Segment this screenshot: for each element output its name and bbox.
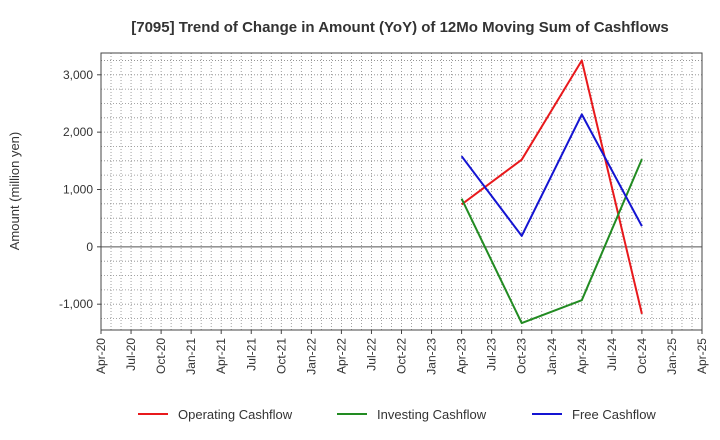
x-tick-label: Apr-20 xyxy=(94,338,108,374)
x-tick-label: Oct-22 xyxy=(395,338,409,374)
x-tick-label: Jan-24 xyxy=(545,338,559,375)
x-tick-label: Apr-23 xyxy=(455,338,469,374)
y-tick-label: 3,000 xyxy=(63,68,93,82)
x-tick-label: Jul-21 xyxy=(244,338,258,371)
x-tick-label: Jan-23 xyxy=(425,338,439,375)
x-tick-label: Apr-21 xyxy=(214,338,228,374)
x-tick-label: Jan-21 xyxy=(184,338,198,375)
x-tick-labels: Apr-20 Jul-20 Oct-20 Jan-21 Apr-21 Jul-21 Oct-… xyxy=(94,330,709,375)
y-tick-label: 0 xyxy=(86,240,93,254)
x-tick-label: Jan-25 xyxy=(665,338,679,375)
x-tick-label: Jul-23 xyxy=(485,338,499,371)
x-tick-label: Apr-24 xyxy=(575,338,589,374)
series-line-investing-cashflow xyxy=(460,158,643,325)
x-tick-label: Jul-20 xyxy=(124,338,138,371)
series-lines xyxy=(460,59,643,325)
y-axis-label: Amount (million yen) xyxy=(7,132,22,251)
x-tick-label: Oct-23 xyxy=(515,338,529,374)
y-tick-labels: -1,000 0 1,000 2,000 3,000 xyxy=(59,68,101,311)
series-line-free-cashflow xyxy=(460,113,643,237)
x-tick-label: Oct-21 xyxy=(274,338,288,374)
x-tick-label: Jan-22 xyxy=(304,338,318,375)
x-tick-label: Oct-24 xyxy=(635,338,649,374)
y-tick-label: 2,000 xyxy=(63,125,93,139)
legend-label: Operating Cashflow xyxy=(178,407,293,422)
grid-lines xyxy=(101,53,702,330)
legend-label: Investing Cashflow xyxy=(377,407,487,422)
series-line-operating-cashflow xyxy=(461,59,643,315)
legend: Operating Cashflow Investing Cashflow Free… xyxy=(138,407,656,422)
x-tick-label: Jul-22 xyxy=(364,338,378,371)
x-tick-label: Apr-22 xyxy=(334,338,348,374)
y-tick-label: -1,000 xyxy=(59,297,93,311)
x-tick-label: Jul-24 xyxy=(605,338,619,371)
x-tick-label: Oct-20 xyxy=(154,338,168,374)
chart-title: [7095] Trend of Change in Amount (YoY) o… xyxy=(131,19,669,36)
y-tick-label: 1,000 xyxy=(63,182,93,196)
legend-label: Free Cashflow xyxy=(572,407,656,422)
x-tick-label: Apr-25 xyxy=(695,338,709,374)
